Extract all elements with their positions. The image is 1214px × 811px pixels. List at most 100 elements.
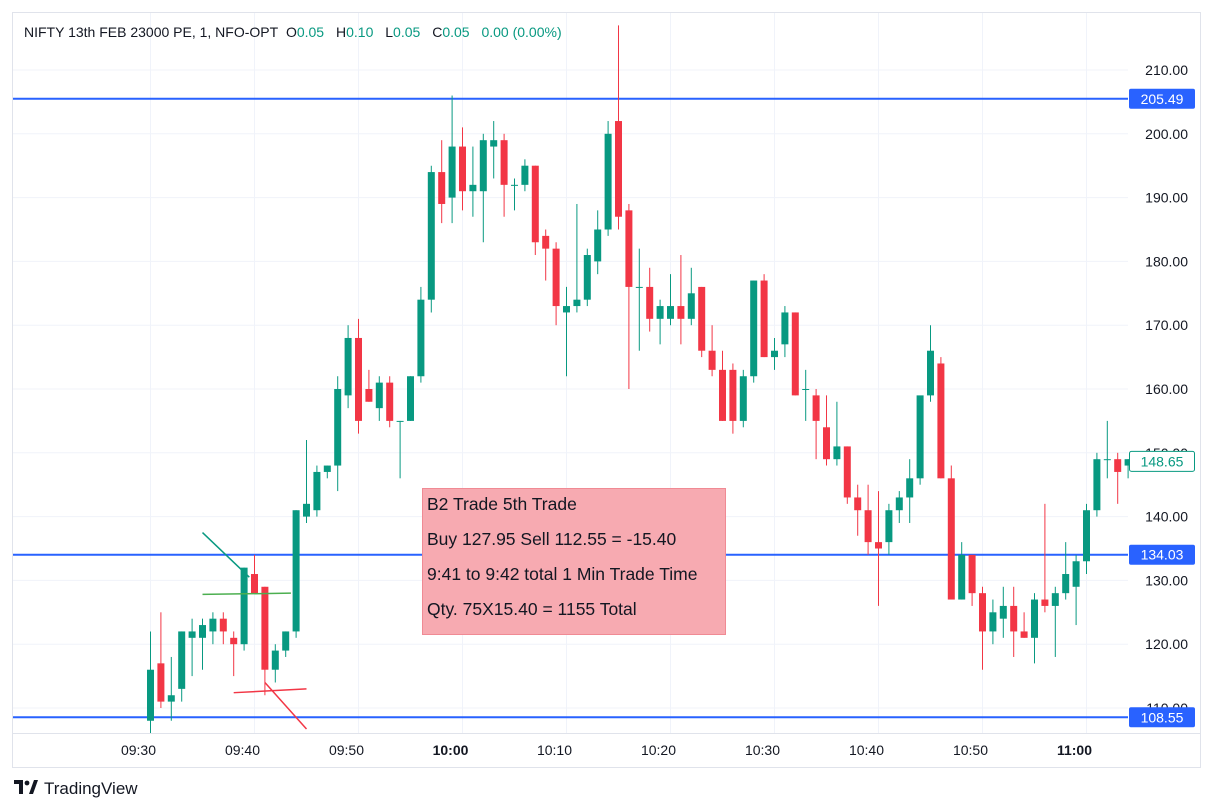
candle: [417, 286, 425, 383]
candle-body: [916, 395, 924, 479]
candle: [708, 325, 716, 377]
candle-body: [843, 446, 851, 498]
candle: [750, 280, 758, 383]
candle: [583, 248, 591, 307]
candle: [303, 440, 310, 523]
candle-body: [677, 306, 685, 319]
candle-body: [979, 593, 986, 632]
symbol-legend: NIFTY 13th FEB 23000 PE, 1, NFO-OPT O0.0…: [24, 24, 570, 40]
candle: [1114, 452, 1122, 504]
candle-body: [646, 286, 654, 319]
candle: [282, 631, 290, 657]
last-price-tag: [1129, 450, 1195, 472]
candle: [687, 267, 695, 326]
candle: [1031, 593, 1038, 664]
brand-name: TradingView: [44, 779, 138, 798]
trend-line: [202, 592, 291, 596]
candle-body: [261, 586, 269, 670]
candle-body: [334, 389, 342, 466]
candle-body: [999, 605, 1007, 619]
candle: [365, 369, 373, 402]
candle: [147, 631, 154, 733]
candle-body: [178, 631, 186, 689]
candle: [968, 554, 976, 606]
candle-body: [417, 299, 425, 377]
candle: [604, 121, 612, 236]
candle: [906, 459, 914, 523]
price-tick-label: 210.00: [1145, 62, 1188, 78]
candle-body: [563, 306, 570, 313]
candle: [615, 25, 622, 230]
drawings: [201, 532, 308, 730]
candle-body: [729, 369, 737, 421]
candle: [864, 484, 872, 555]
candle-body: [344, 337, 352, 396]
candle: [396, 420, 404, 479]
candle-body: [1083, 510, 1090, 562]
price-axis[interactable]: 110.00120.00130.00140.00150.00160.00170.…: [1145, 62, 1188, 716]
candle: [219, 612, 227, 645]
candle: [251, 554, 258, 594]
candle-body: [1062, 574, 1070, 594]
candle: [999, 586, 1007, 638]
time-tick-label: 09:30: [121, 742, 156, 758]
candle-body: [552, 248, 560, 307]
candle-body: [448, 146, 456, 198]
trade-note[interactable]: B2 Trade 5th Trade Buy 127.95 Sell 112.5…: [422, 488, 726, 635]
candle: [271, 644, 279, 683]
candle-body: [459, 146, 466, 192]
candle: [1124, 459, 1132, 479]
candle-body: [1041, 599, 1049, 606]
candle: [843, 446, 851, 504]
candle: [979, 586, 986, 670]
price-tick-label: 120.00: [1145, 636, 1188, 652]
candle-body: [927, 350, 934, 396]
candle-body: [365, 389, 373, 402]
candle: [594, 210, 602, 275]
candle: [625, 203, 633, 389]
candle: [802, 369, 810, 421]
candle-body: [147, 669, 154, 721]
candle: [1072, 554, 1080, 626]
candle-body: [542, 235, 550, 249]
candle-body: [823, 427, 830, 460]
candle-body: [1072, 561, 1080, 587]
symbol-title[interactable]: NIFTY 13th FEB 23000 PE, 1, NFO-OPT: [24, 24, 279, 40]
candle-body: [906, 478, 914, 498]
candle: [667, 274, 674, 326]
candle-body: [1020, 631, 1028, 638]
change-value: 0.00 (0.00%): [481, 24, 562, 40]
low-label: L: [385, 24, 394, 40]
candle-body: [594, 229, 602, 262]
time-tick-label: 09:40: [225, 742, 260, 758]
candle: [334, 376, 342, 492]
candle: [1051, 586, 1059, 657]
time-axis[interactable]: 09:30 09:40 09:50 10:00 10:10 10:20 10:30 10:40…: [121, 742, 1092, 758]
candle-body: [895, 497, 903, 511]
time-tick-label: 10:00: [433, 742, 469, 758]
low-value: 0.05: [393, 24, 421, 40]
level-price-tag: [1129, 88, 1195, 109]
candle-body: [958, 554, 966, 600]
candles: [147, 25, 1132, 733]
candle-body: [292, 510, 300, 632]
candle: [386, 376, 394, 428]
candle: [188, 618, 196, 677]
candle-body: [490, 140, 498, 147]
candle-body: [604, 133, 612, 230]
candle: [448, 95, 456, 224]
candle-body: [427, 172, 435, 300]
trend-line: [233, 688, 307, 694]
candle-body: [739, 376, 747, 421]
candle-body: [407, 376, 414, 421]
candle: [1103, 420, 1111, 479]
candle: [438, 140, 446, 224]
candle: [1083, 503, 1090, 575]
candle: [157, 612, 165, 708]
candle: [552, 242, 560, 326]
candle: [833, 401, 841, 466]
candle-body: [719, 369, 726, 421]
tradingview-brand[interactable]: TradingView: [14, 779, 138, 799]
candle-body: [1051, 593, 1059, 606]
